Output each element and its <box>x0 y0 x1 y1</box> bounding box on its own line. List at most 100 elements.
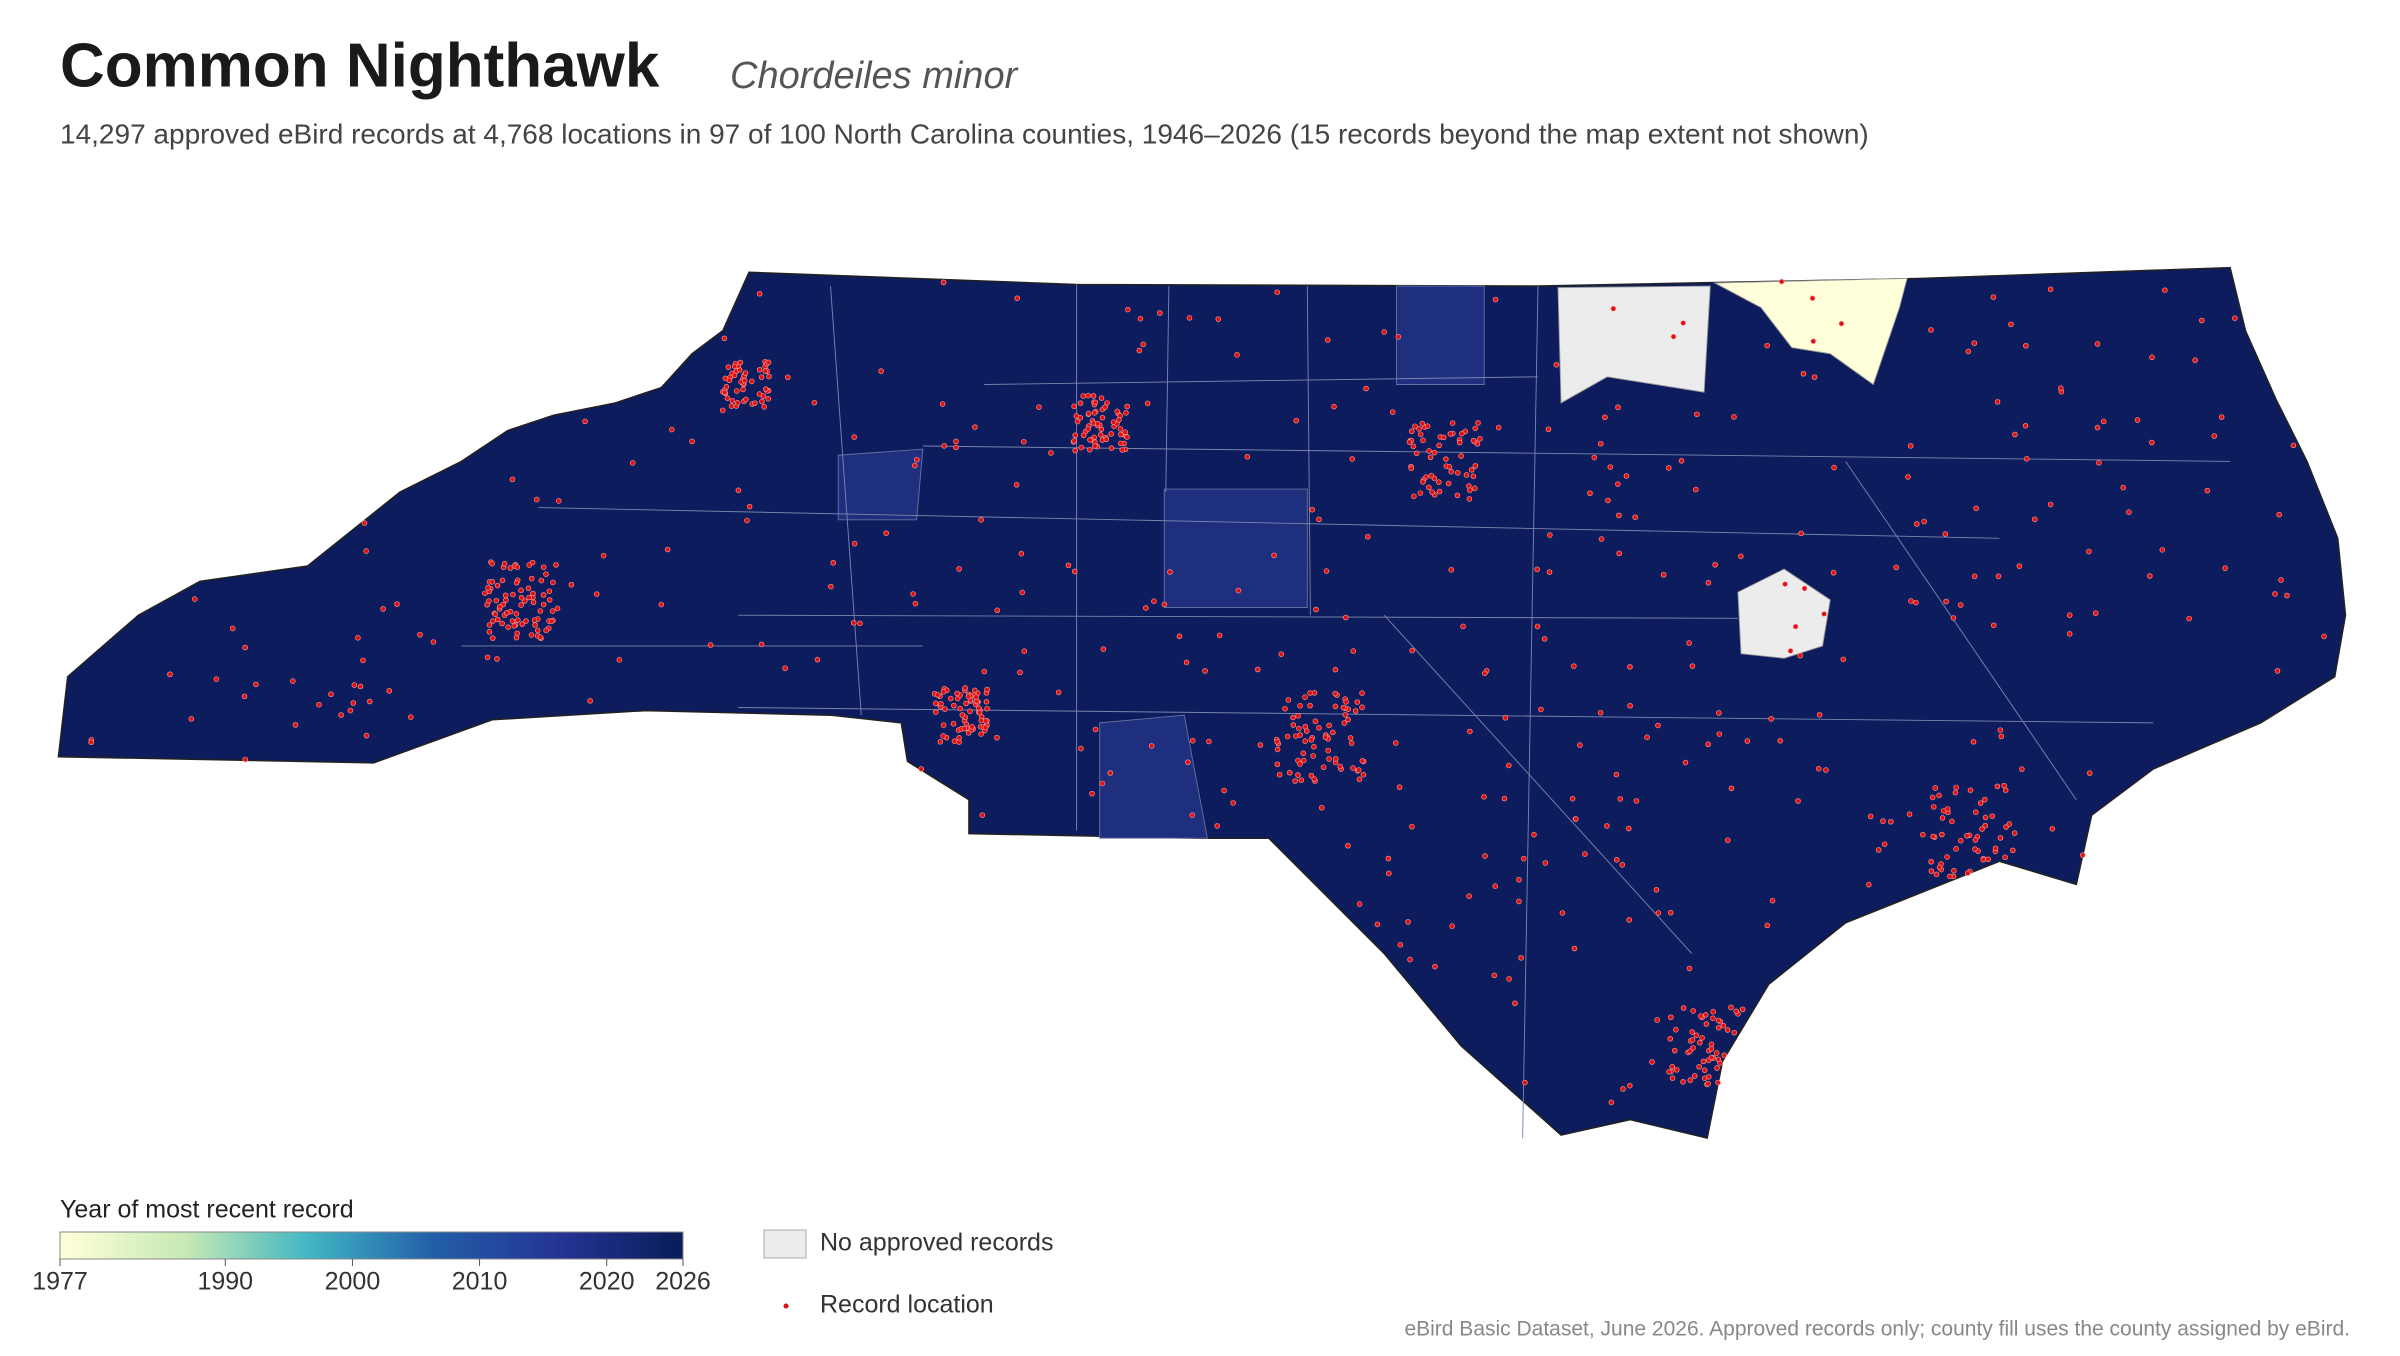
record-dot <box>1724 1027 1731 1033</box>
record-dot <box>1990 294 1997 300</box>
record-dot <box>1998 733 2005 740</box>
record-dot <box>994 607 1001 614</box>
record-dot <box>1326 756 1332 762</box>
record-dot <box>1633 798 1640 804</box>
record-dot <box>1667 1035 1674 1042</box>
record-dot <box>1573 816 1579 822</box>
record-dot <box>1470 437 1477 444</box>
record-dot <box>2272 591 2278 597</box>
record-dot <box>490 635 496 641</box>
record-dot <box>1875 847 1882 853</box>
record-dot <box>1811 374 1818 380</box>
record-dot <box>939 401 946 407</box>
record-dot <box>494 616 501 623</box>
record-dot <box>934 692 941 698</box>
record-dot <box>2047 501 2054 508</box>
county-lines <box>461 284 2231 1139</box>
record-dot <box>912 462 918 469</box>
record-dot <box>1396 784 1403 790</box>
record-dot <box>499 620 505 627</box>
record-dot <box>1103 436 1110 443</box>
record-dot <box>1985 856 1991 863</box>
record-dot <box>1148 743 1155 749</box>
record-dot <box>2218 414 2225 420</box>
record-dot <box>918 766 925 772</box>
record-dot <box>530 590 536 597</box>
record-dot <box>1074 418 1081 425</box>
record-dot <box>1716 731 1723 737</box>
record-dot <box>555 498 562 504</box>
record-dot <box>1801 585 1808 592</box>
record-dot <box>1290 714 1296 721</box>
record-dot <box>1325 747 1331 754</box>
record-dot <box>1597 440 1604 447</box>
record-dot <box>1271 552 1277 559</box>
record-dot <box>1597 709 1604 716</box>
record-dot <box>1412 423 1418 430</box>
record-dot <box>1716 710 1722 716</box>
record-dot <box>1708 1054 1715 1061</box>
record-dot <box>1456 439 1463 446</box>
record-dot <box>1072 447 1078 454</box>
record-dot <box>689 438 695 445</box>
record-dot <box>1183 659 1190 666</box>
record-dot <box>1349 456 1355 462</box>
record-dot <box>1965 348 1972 355</box>
record-dot <box>1307 702 1313 709</box>
record-dot <box>2008 321 2014 328</box>
record-dot <box>1680 1005 1687 1011</box>
record-dot <box>1436 488 1443 495</box>
record-dot <box>1167 569 1173 575</box>
record-dot <box>1427 454 1434 461</box>
record-dot <box>756 366 763 373</box>
record-dot <box>2023 342 2029 349</box>
record-dot <box>1867 813 1874 820</box>
record-dot <box>1697 1039 1703 1046</box>
record-dot <box>1332 756 1339 762</box>
record-dot <box>2094 341 2101 347</box>
county-no-records <box>1557 285 1711 404</box>
record-dot <box>533 496 540 503</box>
record-dot <box>950 721 957 727</box>
record-dot <box>1080 393 1086 399</box>
record-dot <box>724 395 731 401</box>
record-dot <box>357 683 364 690</box>
record-dot <box>1506 976 1512 982</box>
record-dot <box>1942 531 1949 537</box>
record-dot <box>1547 532 1553 538</box>
record-dot <box>1623 473 1630 479</box>
record-dot <box>1381 329 1387 335</box>
record-dot <box>725 364 732 370</box>
record-dot <box>1655 910 1662 916</box>
record-dot <box>1397 942 1404 948</box>
record-dot <box>1699 1035 1705 1041</box>
record-dot <box>1114 408 1120 415</box>
record-dot <box>1944 854 1950 860</box>
record-dot <box>1703 1012 1709 1018</box>
record-dot <box>749 378 755 385</box>
record-dot <box>497 603 503 610</box>
record-dot <box>1300 757 1307 764</box>
record-dot <box>1021 438 1027 445</box>
record-dot <box>290 678 296 684</box>
record-dot <box>1350 765 1356 771</box>
record-dot <box>1491 972 1498 979</box>
record-dot <box>981 668 988 675</box>
record-dot <box>1255 666 1261 673</box>
record-dot <box>733 388 740 394</box>
record-locations <box>88 278 2327 1106</box>
record-dot <box>1322 734 1329 740</box>
record-dot <box>1151 598 1157 604</box>
record-dot <box>1463 472 1470 478</box>
record-dot <box>1644 734 1650 741</box>
record-dot <box>1140 341 1146 348</box>
record-dot <box>1036 404 1042 410</box>
record-dot <box>1705 579 1712 586</box>
record-dot <box>503 597 509 603</box>
record-dot <box>1492 883 1499 889</box>
record-dot <box>338 712 344 718</box>
record-dot <box>1340 704 1347 711</box>
species: Chordeiles minor <box>730 55 1019 97</box>
record-dot <box>1078 444 1085 451</box>
state <box>57 266 2347 1140</box>
